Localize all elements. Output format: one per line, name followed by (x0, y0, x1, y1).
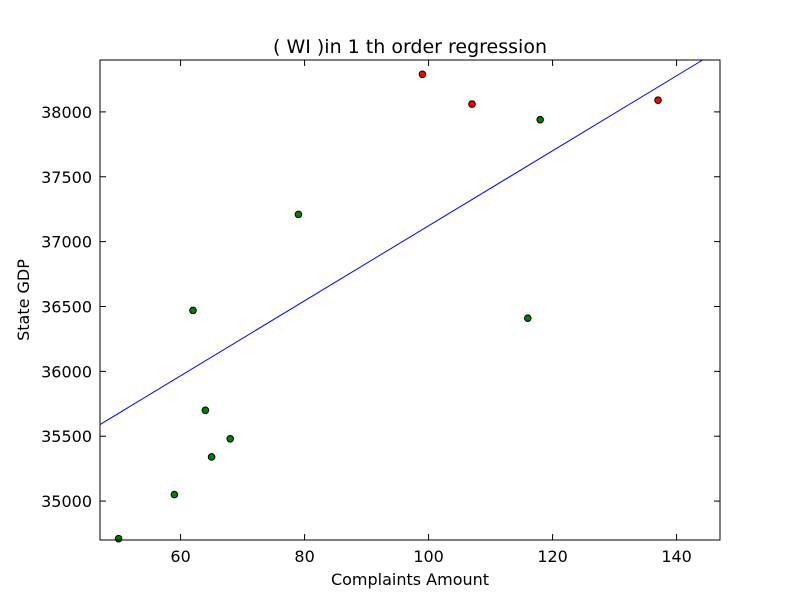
data-point (207, 453, 216, 461)
data-point (170, 490, 179, 499)
x-tick-label: 80 (294, 547, 314, 566)
y-tick-label: 35500 (41, 427, 92, 446)
data-point (536, 115, 545, 124)
y-tick-label: 37000 (41, 233, 92, 252)
x-axis-label: Complaints Amount (331, 570, 489, 589)
y-axis-ticks: 35000 35500 36000 36500 37000 37500 38000 (41, 103, 720, 511)
regression-line-group (99, 59, 703, 425)
plot-area: 60 80 100 120 140 35000355003600036500370003… (41, 59, 721, 566)
y-tick-label: 38000 (41, 103, 92, 122)
y-tick-label: 35000 (41, 492, 92, 511)
x-tick-label: 60 (170, 547, 190, 566)
y-axis-label: State GDP (14, 259, 33, 341)
data-point (226, 435, 234, 443)
chart-title: ( WI )in 1 th order regression (273, 36, 547, 58)
y-tick-label: 37500 (41, 168, 92, 187)
x-tick-label: 100 (413, 547, 444, 566)
data-point (468, 100, 476, 108)
data-point (524, 314, 532, 322)
data-point (114, 534, 123, 543)
x-tick-label: 120 (537, 547, 568, 566)
data-point (201, 406, 210, 415)
data-point (189, 306, 197, 315)
data-point (294, 210, 303, 219)
data-point (654, 96, 662, 105)
regression-line (99, 59, 703, 425)
data-point (418, 70, 427, 79)
x-tick-label: 140 (661, 547, 692, 566)
axes-background (100, 60, 720, 540)
y-tick-label: 36000 (41, 362, 92, 381)
x-axis-ticks: 60 80 100 120 140 (170, 60, 692, 566)
y-tick-label: 36500 (41, 297, 92, 316)
axes-frame (99, 59, 721, 541)
